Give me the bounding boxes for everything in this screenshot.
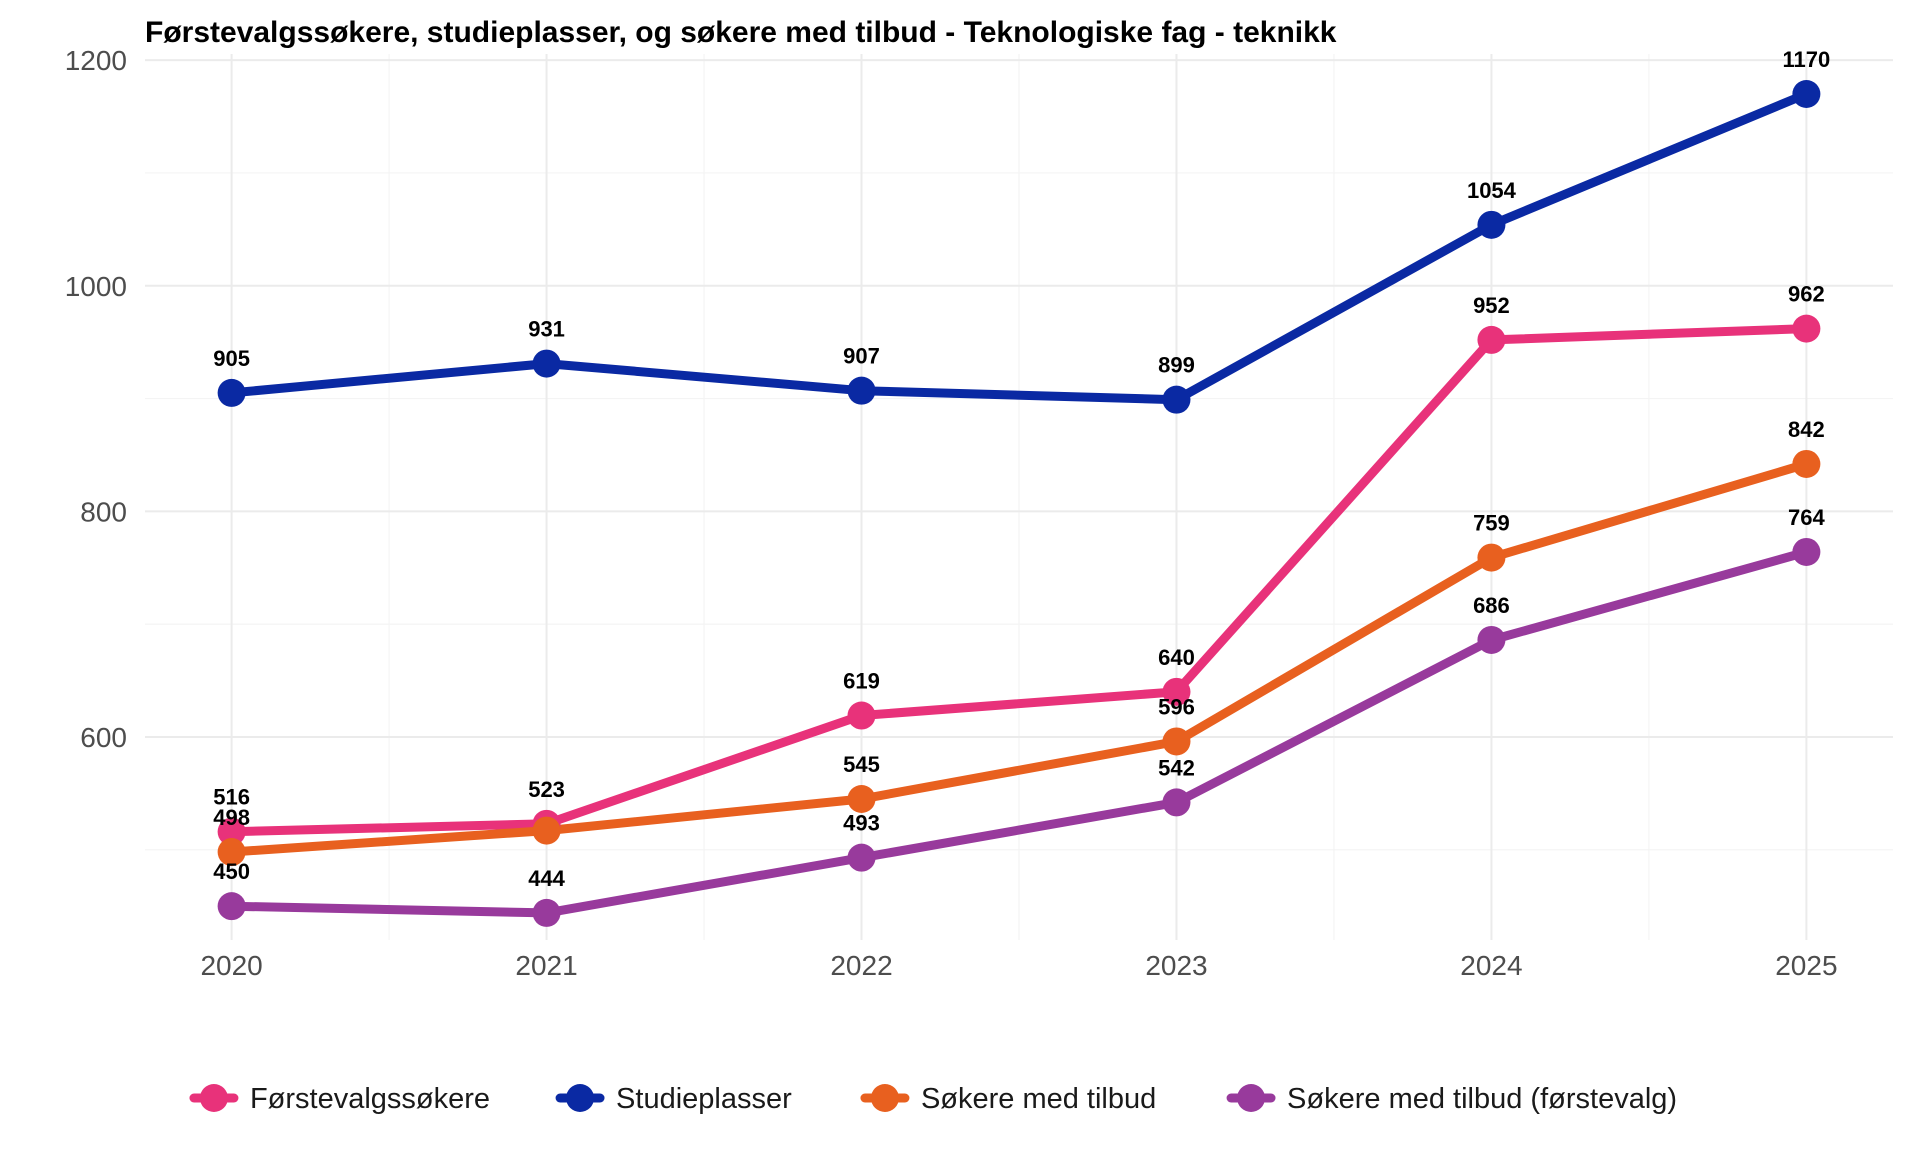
data-label: 450 bbox=[213, 859, 250, 884]
data-point bbox=[1792, 537, 1821, 566]
x-tick-label: 2021 bbox=[515, 950, 577, 981]
data-labels: 905 931 907 899 1054 1170 516 523 619 640 952 962 49… bbox=[213, 47, 1830, 891]
data-label: 764 bbox=[1788, 505, 1825, 530]
legend-label: Førstevalgssøkere bbox=[250, 1083, 490, 1115]
data-point bbox=[1477, 625, 1506, 654]
series-points bbox=[217, 79, 1821, 927]
series-line bbox=[227, 89, 1811, 405]
data-point bbox=[217, 378, 246, 407]
series-line bbox=[227, 547, 1811, 918]
data-point bbox=[532, 816, 561, 845]
data-label: 686 bbox=[1473, 593, 1510, 618]
data-point bbox=[847, 701, 876, 730]
data-label: 596 bbox=[1158, 694, 1195, 719]
data-point bbox=[217, 892, 246, 921]
data-label: 640 bbox=[1158, 645, 1195, 670]
data-label: 931 bbox=[528, 317, 565, 342]
chart-title: Førstevalgssøkere, studieplasser, og søk… bbox=[145, 16, 1337, 49]
x-tick-label: 2024 bbox=[1460, 950, 1522, 981]
series-lines bbox=[227, 89, 1811, 918]
y-axis: 600 800 1000 1200 bbox=[65, 45, 127, 753]
x-tick-label: 2023 bbox=[1145, 950, 1207, 981]
data-label: 1170 bbox=[1783, 47, 1831, 72]
y-tick-label: 1000 bbox=[65, 271, 127, 302]
data-label: 523 bbox=[528, 777, 565, 802]
x-tick-label: 2020 bbox=[200, 950, 262, 981]
legend-label: Søkere med tilbud (førstevalg) bbox=[1287, 1083, 1677, 1115]
data-label: 842 bbox=[1788, 417, 1825, 442]
data-label: 545 bbox=[843, 752, 880, 777]
data-point bbox=[1162, 677, 1191, 706]
data-point bbox=[1162, 385, 1191, 414]
data-point bbox=[1792, 449, 1821, 478]
legend-label: Søkere med tilbud bbox=[921, 1083, 1156, 1115]
data-point bbox=[532, 349, 561, 378]
data-label: 905 bbox=[213, 346, 250, 371]
data-label: 952 bbox=[1473, 293, 1510, 318]
x-axis: 2020 2021 2022 2023 2024 2025 bbox=[200, 950, 1837, 981]
data-point bbox=[217, 838, 246, 867]
grid bbox=[145, 54, 1893, 940]
data-label: 516 bbox=[213, 785, 250, 810]
x-tick-label: 2025 bbox=[1775, 950, 1837, 981]
series-line bbox=[227, 324, 1811, 837]
data-point bbox=[1162, 727, 1191, 756]
data-point bbox=[847, 784, 876, 813]
data-label: 899 bbox=[1158, 353, 1195, 378]
data-label: 619 bbox=[843, 669, 880, 694]
data-point bbox=[847, 376, 876, 405]
legend-key-point bbox=[199, 1084, 228, 1112]
data-label: 759 bbox=[1473, 511, 1510, 536]
legend-key-point bbox=[1237, 1084, 1266, 1112]
legend: Førstevalgssøkere Studieplasser Søkere med… bbox=[189, 1083, 1677, 1115]
data-point bbox=[1792, 314, 1821, 343]
data-point bbox=[1792, 79, 1821, 108]
series-line bbox=[227, 459, 1811, 857]
data-point bbox=[1477, 325, 1506, 354]
legend-key-point bbox=[566, 1084, 595, 1112]
y-tick-label: 600 bbox=[80, 722, 127, 753]
data-point bbox=[532, 898, 561, 927]
data-label: 493 bbox=[843, 811, 880, 836]
data-point bbox=[1162, 788, 1191, 817]
data-label: 1054 bbox=[1467, 178, 1517, 203]
legend-label: Studieplasser bbox=[616, 1083, 792, 1115]
legend-key-point bbox=[870, 1084, 899, 1112]
data-point bbox=[217, 817, 246, 846]
data-point bbox=[1477, 210, 1506, 239]
data-point bbox=[1477, 543, 1506, 572]
y-tick-label: 1200 bbox=[65, 45, 127, 76]
x-tick-label: 2022 bbox=[830, 950, 892, 981]
data-label: 962 bbox=[1788, 282, 1825, 307]
data-label: 444 bbox=[528, 866, 565, 891]
data-point bbox=[847, 843, 876, 872]
data-label: 907 bbox=[843, 344, 880, 369]
data-label: 542 bbox=[1158, 755, 1195, 780]
y-tick-label: 800 bbox=[80, 496, 127, 527]
data-label: 498 bbox=[213, 805, 250, 830]
